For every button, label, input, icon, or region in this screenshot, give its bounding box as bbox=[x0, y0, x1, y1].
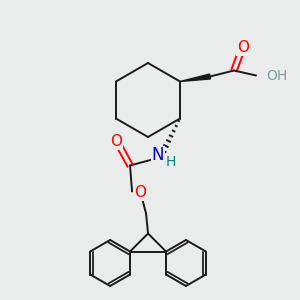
Text: N: N bbox=[152, 146, 164, 164]
Polygon shape bbox=[180, 74, 211, 82]
Text: O: O bbox=[237, 40, 249, 55]
Text: O: O bbox=[134, 185, 146, 200]
Text: H: H bbox=[166, 155, 176, 170]
Text: OH: OH bbox=[266, 68, 287, 83]
Text: O: O bbox=[110, 134, 122, 149]
